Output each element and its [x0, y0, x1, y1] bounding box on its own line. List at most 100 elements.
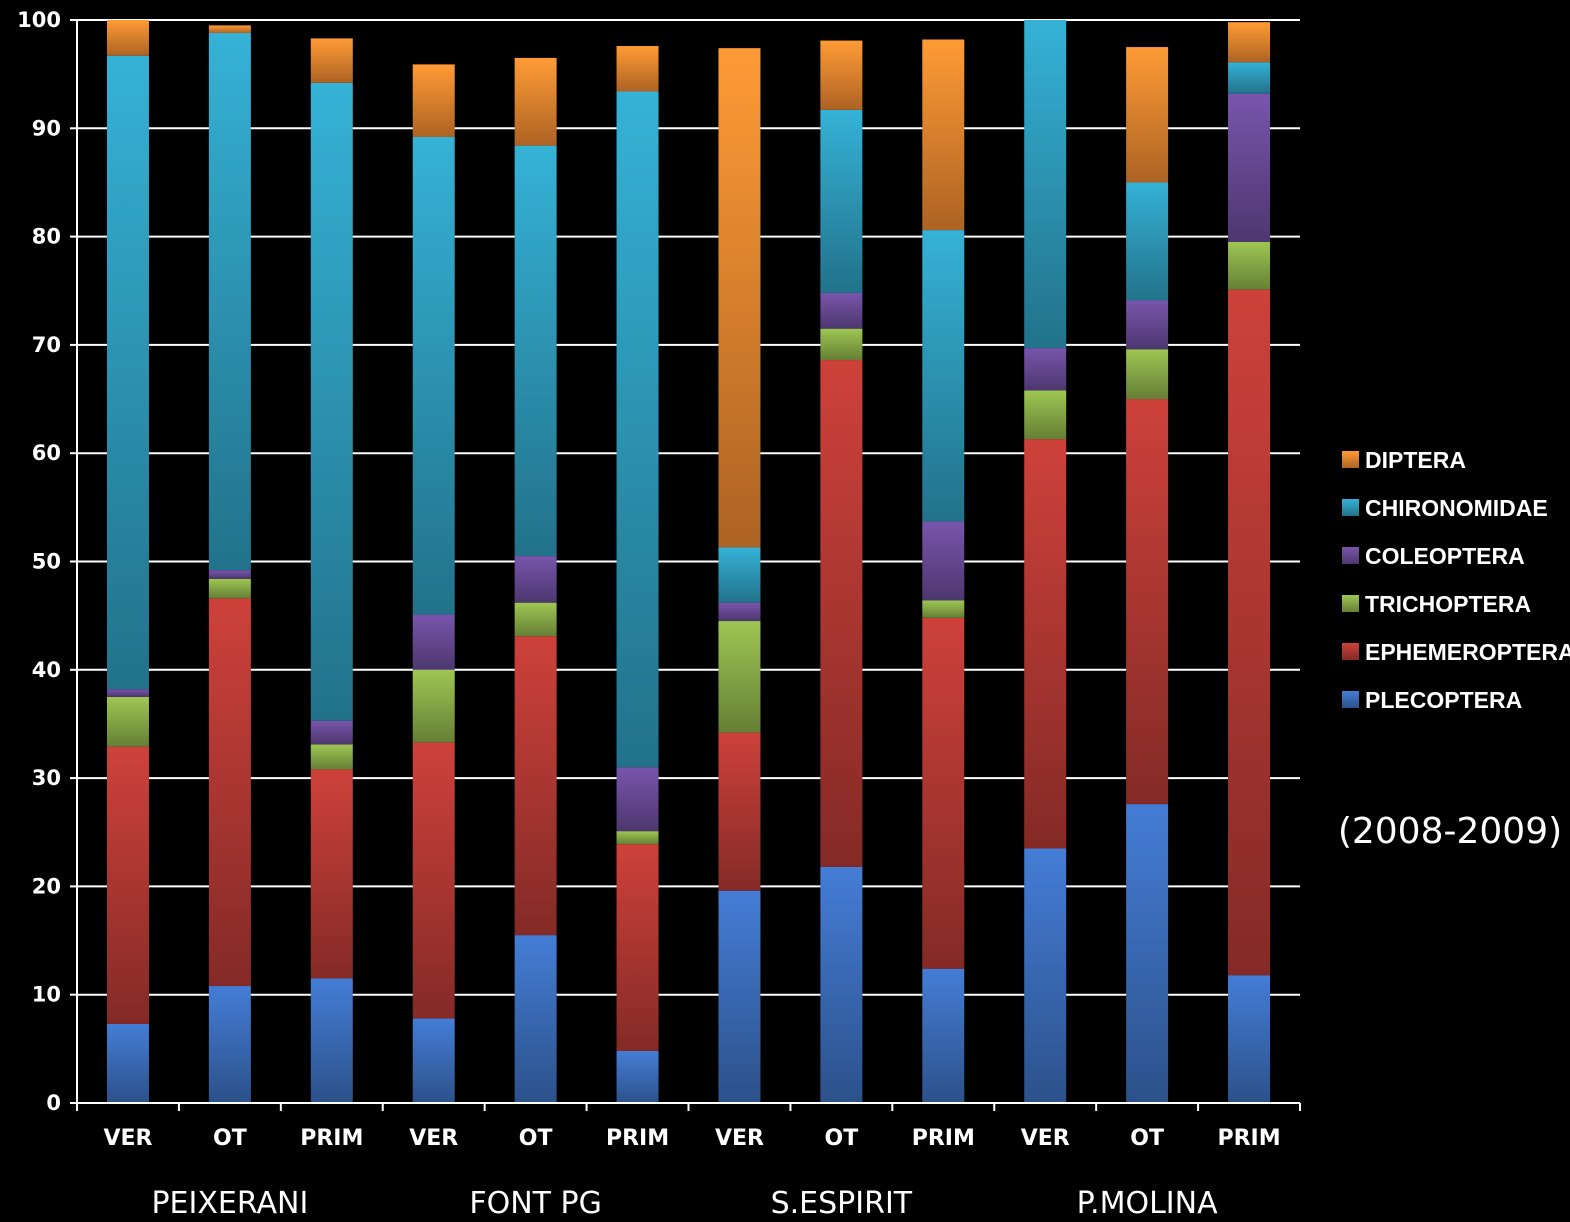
- y-tick-label: 30: [32, 766, 61, 790]
- bar-segment-trichoptera: [1024, 390, 1067, 440]
- legend-label-trichoptera: TRICHOPTERA: [1365, 591, 1531, 617]
- bar-segment-trichoptera: [310, 744, 353, 770]
- legend-swatch-diptera: [1342, 451, 1359, 468]
- bar-segment-ephemeroptera: [310, 769, 353, 979]
- bar-segment-plecoptera: [616, 1051, 659, 1103]
- x-category-label: VER: [715, 1126, 764, 1151]
- bar-segment-ephemeroptera: [616, 844, 659, 1052]
- period-annotation: (2008-2009): [1338, 811, 1562, 852]
- y-tick-label: 50: [32, 550, 61, 574]
- bar-segment-chironomidae: [208, 32, 251, 571]
- legend-swatch-ephemeroptera: [1342, 643, 1359, 660]
- bar-segment-trichoptera: [718, 621, 761, 733]
- bar-segment-trichoptera: [922, 600, 965, 618]
- x-category-label: PRIM: [1217, 1126, 1280, 1151]
- y-tick-label: 80: [32, 225, 61, 249]
- x-category-label: OT: [519, 1126, 553, 1151]
- bar-segment-diptera: [820, 40, 863, 110]
- bar-segment-ephemeroptera: [922, 617, 965, 969]
- bar-segment-diptera: [310, 38, 353, 83]
- bar-segment-ephemeroptera: [208, 598, 251, 987]
- x-category-label: OT: [213, 1126, 247, 1151]
- bar-segment-coleoptera: [616, 767, 659, 832]
- bar-segment-diptera: [922, 39, 965, 231]
- y-tick-label: 10: [32, 983, 61, 1007]
- bar-segment-chironomidae: [820, 109, 863, 293]
- group-label: P.MOLINA: [1077, 1186, 1218, 1221]
- bar-segment-plecoptera: [1024, 848, 1067, 1103]
- y-tick-label: 40: [32, 658, 61, 682]
- bar-segment-trichoptera: [208, 578, 251, 599]
- x-category-label: PRIM: [912, 1126, 975, 1151]
- gridlines: [77, 19, 1300, 996]
- bar-segment-diptera: [208, 25, 251, 33]
- bar-segment-chironomidae: [1228, 62, 1271, 94]
- bar-segment-plecoptera: [718, 890, 761, 1103]
- bar-segment-diptera: [1228, 22, 1271, 63]
- bar-segment-ephemeroptera: [106, 746, 149, 1024]
- legend-swatch-chironomidae: [1342, 499, 1359, 516]
- legend-swatch-coleoptera: [1342, 547, 1359, 564]
- bar-segment-ephemeroptera: [412, 742, 455, 1019]
- bar-segment-plecoptera: [514, 935, 557, 1103]
- bar-segment-coleoptera: [412, 614, 455, 670]
- x-category-label: VER: [1021, 1126, 1070, 1151]
- bar-segment-trichoptera: [820, 328, 863, 361]
- bar-segment-plecoptera: [106, 1023, 149, 1103]
- x-category-label: OT: [1130, 1126, 1164, 1151]
- bar-segment-coleoptera: [922, 521, 965, 601]
- bar-segment-chironomidae: [310, 82, 353, 721]
- group-label: FONT PG: [469, 1186, 602, 1221]
- bar-segment-chironomidae: [922, 230, 965, 522]
- bar-segment-diptera: [616, 45, 659, 92]
- legend-swatch-trichoptera: [1342, 595, 1359, 612]
- bar-segment-ephemeroptera: [718, 732, 761, 891]
- axes: 0 10 20 30 40 50 60 70 80 90 100 VER OT PRIM VER OT PRIM…: [17, 8, 1301, 1221]
- x-category-label: VER: [103, 1126, 152, 1151]
- bar-segment-coleoptera: [1126, 300, 1169, 350]
- bar-segment-trichoptera: [616, 831, 659, 845]
- bar-segment-plecoptera: [1126, 804, 1169, 1103]
- bar-segment-ephemeroptera: [820, 360, 863, 867]
- bar-segment-coleoptera: [820, 292, 863, 329]
- bar-segment-ephemeroptera: [514, 636, 557, 936]
- group-label: S.ESPIRIT: [771, 1186, 913, 1221]
- bar-segment-chironomidae: [718, 547, 761, 603]
- group-label: PEIXERANI: [151, 1186, 308, 1221]
- bar-segment-chironomidae: [412, 136, 455, 615]
- x-category-label: OT: [825, 1126, 859, 1151]
- bar-segment-coleoptera: [208, 570, 251, 579]
- x-category-label: PRIM: [606, 1126, 669, 1151]
- y-tick-label: 60: [32, 441, 61, 465]
- bar-segment-trichoptera: [1228, 242, 1271, 290]
- bar-segment-chironomidae: [514, 145, 557, 557]
- bar-segment-diptera: [106, 20, 149, 56]
- bar-segment-diptera: [718, 48, 761, 548]
- legend-label-coleoptera: COLEOPTERA: [1365, 543, 1525, 569]
- x-category-label: VER: [409, 1126, 458, 1151]
- bar-segment-plecoptera: [922, 968, 965, 1103]
- y-tick-label: 20: [32, 874, 61, 898]
- bar-segment-chironomidae: [1024, 20, 1067, 349]
- bar-segment-trichoptera: [106, 696, 149, 747]
- bar-segment-diptera: [1126, 47, 1169, 183]
- bar-segment-chironomidae: [106, 55, 149, 690]
- bar-segment-coleoptera: [310, 720, 353, 745]
- bar-segment-diptera: [514, 57, 557, 146]
- y-tick-label: 90: [32, 116, 61, 140]
- y-tick-label: 100: [17, 8, 61, 32]
- bar-segment-trichoptera: [1126, 349, 1169, 400]
- bar-segment-plecoptera: [310, 978, 353, 1103]
- bar-segment-coleoptera: [514, 556, 557, 603]
- bar-segment-chironomidae: [616, 91, 659, 768]
- bar-segment-plecoptera: [412, 1018, 455, 1103]
- bar-segment-coleoptera: [1024, 348, 1067, 391]
- bar-segment-ephemeroptera: [1024, 439, 1067, 849]
- bar-segment-trichoptera: [412, 669, 455, 743]
- bar-segment-coleoptera: [718, 602, 761, 622]
- legend-swatch-plecoptera: [1342, 691, 1359, 708]
- bar-segment-chironomidae: [1126, 182, 1169, 301]
- x-category-label: PRIM: [300, 1126, 363, 1151]
- bar-segment-plecoptera: [208, 986, 251, 1103]
